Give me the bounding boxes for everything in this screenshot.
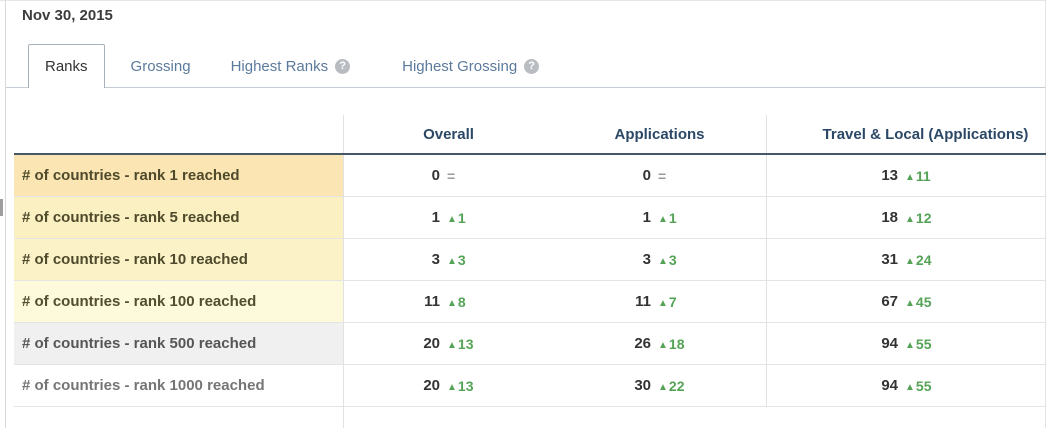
metric-value: 18 bbox=[881, 209, 898, 226]
panel-left-border bbox=[5, 0, 6, 428]
value-cell: 33 bbox=[343, 239, 553, 280]
change-indicator: 3 bbox=[447, 252, 491, 268]
table-row: # of countries - rank 100 reached 11 8 11… bbox=[14, 281, 1046, 323]
column-header-spacer bbox=[14, 115, 343, 153]
row-label: # of countries - rank 100 reached bbox=[14, 281, 343, 322]
value-cell: 0 = bbox=[553, 155, 766, 196]
value-cell: 11 bbox=[553, 197, 766, 238]
change-indicator: 12 bbox=[905, 210, 949, 226]
metric-value: 11 bbox=[635, 293, 651, 310]
value-cell: 33 bbox=[553, 239, 766, 280]
metric-value: 94 bbox=[881, 335, 898, 352]
metric-value: 20 bbox=[423, 335, 440, 352]
row-label: # of countries - rank 5 reached bbox=[14, 197, 343, 238]
scrollbar-fragment bbox=[0, 199, 3, 216]
metric-value: 13 bbox=[881, 167, 898, 184]
help-icon[interactable]: ? bbox=[335, 58, 351, 74]
value-cell: 30 22 bbox=[553, 365, 766, 406]
column-header-travel-local: Travel & Local (Applications) bbox=[766, 115, 1046, 153]
tab-label: Ranks bbox=[45, 58, 88, 75]
change-indicator: = bbox=[658, 167, 667, 184]
label-column-divider bbox=[343, 407, 344, 428]
change-indicator: 45 bbox=[905, 294, 949, 310]
metric-value: 11 bbox=[424, 293, 440, 310]
column-header-overall: Overall bbox=[343, 115, 553, 153]
metric-value: 26 bbox=[634, 335, 651, 352]
date-label: Nov 30, 2015 bbox=[22, 7, 113, 24]
change-indicator: 18 bbox=[658, 336, 702, 352]
metric-value: 3 bbox=[431, 251, 440, 268]
value-cell: 11 7 bbox=[553, 281, 766, 322]
change-indicator: 7 bbox=[658, 294, 702, 310]
metric-value: 1 bbox=[431, 209, 440, 226]
row-label: # of countries - rank 500 reached bbox=[14, 323, 343, 364]
tab-grossing[interactable]: Grossing bbox=[131, 44, 191, 88]
tab-bar: Ranks Grossing Highest Ranks ? Highest G… bbox=[6, 44, 1045, 88]
value-cell: 94 55 bbox=[766, 365, 1046, 406]
value-cell: 11 8 bbox=[343, 281, 553, 322]
metric-value: 94 bbox=[881, 377, 898, 394]
table-row: # of countries - rank 1 reached 0 = 0 = 13… bbox=[14, 155, 1046, 197]
row-label: # of countries - rank 10 reached bbox=[14, 239, 343, 280]
help-icon[interactable]: ? bbox=[524, 58, 540, 74]
change-indicator: 8 bbox=[447, 294, 491, 310]
change-indicator: 13 bbox=[447, 378, 491, 394]
value-cell: 26 18 bbox=[553, 323, 766, 364]
change-indicator: 3 bbox=[658, 252, 702, 268]
metric-value: 0 bbox=[642, 167, 651, 184]
tab-label: Grossing bbox=[130, 57, 191, 75]
metric-value: 67 bbox=[881, 293, 898, 310]
row-label: # of countries - rank 1 reached bbox=[14, 155, 343, 196]
metric-value: 31 bbox=[881, 251, 898, 268]
value-cell: 13 11 bbox=[766, 155, 1046, 196]
column-header-applications: Applications bbox=[614, 125, 705, 143]
tab-highest-grossing[interactable]: Highest Grossing ? bbox=[402, 44, 540, 88]
table-row: # of countries - rank 500 reached 2013 2… bbox=[14, 323, 1046, 365]
metric-value: 20 bbox=[423, 377, 440, 394]
change-indicator: 1 bbox=[658, 210, 702, 226]
value-cell: 2013 bbox=[343, 323, 553, 364]
tab-label: Highest Ranks bbox=[230, 57, 329, 75]
value-cell: 94 55 bbox=[766, 323, 1046, 364]
value-cell: 11 bbox=[343, 197, 553, 238]
value-cell: 31 24 bbox=[766, 239, 1046, 280]
value-cell: 67 45 bbox=[766, 281, 1046, 322]
row-label: # of countries - rank 1000 reached bbox=[14, 365, 343, 406]
tab-highest-ranks[interactable]: Highest Ranks ? bbox=[231, 44, 351, 88]
change-indicator: 13 bbox=[447, 336, 491, 352]
metric-value: 3 bbox=[642, 251, 651, 268]
table-row: # of countries - rank 10 reached 33 33 3… bbox=[14, 239, 1046, 281]
change-indicator: 24 bbox=[905, 252, 949, 268]
change-indicator: 1 bbox=[447, 210, 491, 226]
table-row: # of countries - rank 5 reached 11 11 18… bbox=[14, 197, 1046, 239]
metric-value: 30 bbox=[634, 377, 651, 394]
change-indicator: = bbox=[447, 167, 456, 184]
tab-ranks[interactable]: Ranks bbox=[28, 44, 105, 88]
value-cell: 1812 bbox=[766, 197, 1046, 238]
change-indicator: 55 bbox=[905, 378, 949, 394]
metric-value: 1 bbox=[642, 209, 651, 226]
ranks-table: Overall Applications Travel & Local (App… bbox=[14, 115, 1046, 407]
tab-label: Highest Grossing bbox=[402, 57, 518, 75]
change-indicator: 22 bbox=[658, 378, 702, 394]
change-indicator: 11 bbox=[905, 168, 949, 184]
metric-value: 0 bbox=[431, 167, 440, 184]
panel-top-border bbox=[0, 0, 1046, 1]
tab-bar-underline bbox=[6, 87, 1045, 88]
table-row: # of countries - rank 1000 reached 2013 … bbox=[14, 365, 1046, 407]
table-header-row: Overall Applications Travel & Local (App… bbox=[14, 115, 1046, 155]
value-cell: 2013 bbox=[343, 365, 553, 406]
change-indicator: 55 bbox=[905, 336, 949, 352]
value-cell: 0 = bbox=[343, 155, 553, 196]
